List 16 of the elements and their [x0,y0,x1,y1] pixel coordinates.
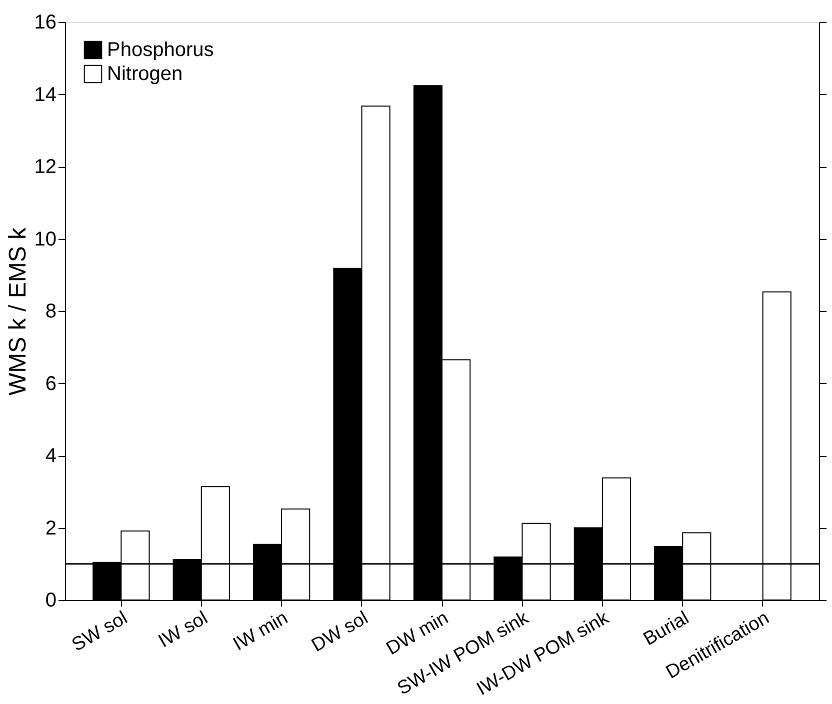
legend-label: Nitrogen [107,63,183,85]
x-tick-label: DW sol [308,608,372,656]
x-tick-label: IW min [230,608,292,656]
y-tick-label: 14 [34,84,56,106]
y-tick-label: 12 [34,156,56,178]
x-tick-label: IW sol [155,608,212,652]
y-tick-label: 2 [45,517,56,540]
y-tick-label: 6 [45,372,56,395]
y-tick-label: 10 [34,228,56,250]
y-axis-title: WMS k / EMS k [4,226,32,396]
y-tick-label: 16 [34,12,56,34]
y-tick-label: 0 [45,590,56,612]
y-tick-label: 4 [45,445,56,467]
legend-label: Phosphorus [107,39,214,61]
y-tick-label: 8 [45,300,56,322]
x-tick-label: SW sol [68,608,132,656]
